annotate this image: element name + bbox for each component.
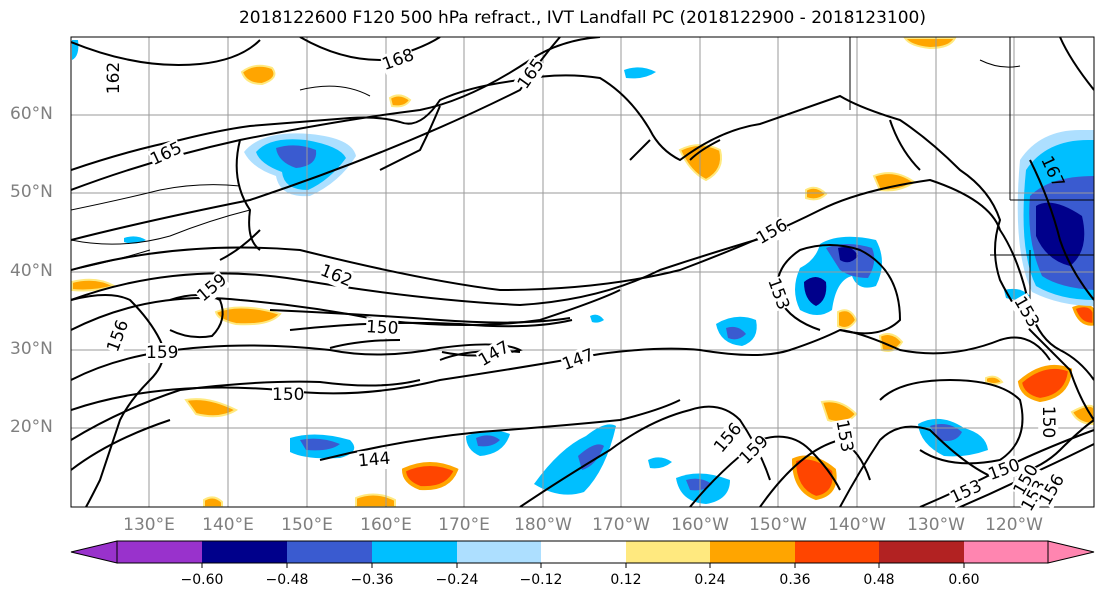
anomaly-patch (791, 455, 837, 501)
lon-label: 140°W (828, 515, 886, 535)
lat-label-40n: 40°N (10, 261, 53, 281)
lon-label: 150°W (749, 515, 807, 535)
lon-label: 140°E (202, 515, 254, 535)
lon-label: 170°W (592, 515, 650, 535)
colorbar-swatch (372, 541, 457, 563)
colorbar-max-extend (1047, 540, 1095, 564)
anomaly-patch (534, 424, 616, 495)
anomaly-patch (355, 493, 396, 507)
colorbar-swatch (710, 541, 795, 563)
colorbar (70, 540, 1095, 568)
lon-label: 180°W (514, 515, 572, 535)
colorbar-tick-label: −0.48 (265, 572, 309, 588)
anomaly-patch (805, 186, 828, 201)
colorbar-swatch (287, 541, 372, 563)
lat-label-30n: 30°N (10, 339, 53, 359)
anomaly-patch (276, 145, 317, 168)
colorbar-swatch (795, 541, 879, 563)
anomaly-patch (1036, 202, 1085, 266)
colorbar-swatch (202, 541, 287, 563)
anomaly-patch (578, 444, 604, 470)
anomaly-patch (401, 462, 459, 491)
anomaly-patch (726, 326, 746, 340)
anomaly-patch (1072, 304, 1094, 326)
lat-label-60n: 60°N (10, 104, 53, 124)
anomaly-patch (240, 64, 276, 86)
colorbar-swatch (117, 541, 202, 563)
lon-label: 150°E (281, 515, 333, 535)
anomaly-patch (590, 314, 604, 323)
lat-label-20n: 20°N (10, 417, 53, 437)
lon-label: 160°W (671, 515, 729, 535)
colorbar-tick-label: 0.48 (863, 572, 895, 588)
anomaly-patch (184, 398, 239, 418)
colorbar-tick-label: −0.12 (519, 572, 563, 588)
anomaly-patch (624, 67, 656, 79)
colorbar-tick-label: 0.24 (694, 572, 726, 588)
anomaly-patch (837, 309, 858, 329)
lon-label: 130°W (907, 515, 965, 535)
colorbar-swatch (879, 541, 964, 563)
lon-label: 160°E (360, 515, 412, 535)
map-title: 2018122600 F120 500 hPa refract., IVT La… (238, 8, 926, 28)
anomaly-patch (903, 37, 957, 50)
anomaly-patch (476, 435, 500, 447)
colorbar-tick-label: −0.36 (350, 572, 394, 588)
colorbar-swatch (457, 541, 541, 563)
colorbar-swatch (541, 541, 626, 563)
lon-label: 170°E (438, 515, 490, 535)
colorbar-swatch (626, 541, 710, 563)
lon-label: 120°W (985, 515, 1043, 535)
anomaly-patch (838, 247, 858, 263)
boundaries (71, 37, 1094, 300)
anomaly-patch (1017, 365, 1073, 403)
colorbar-min-extend (70, 540, 118, 564)
anomaly-patch (804, 277, 827, 306)
colorbar-tick-label: 0.36 (779, 572, 811, 588)
anomaly-patch (648, 457, 672, 469)
anomaly-patch (388, 94, 412, 108)
anomaly-patch (203, 496, 223, 507)
colorbar-swatch (964, 541, 1048, 563)
anomaly-patch (686, 478, 712, 491)
lon-label: 130°E (123, 515, 175, 535)
colorbar-tick-label: −0.24 (435, 572, 479, 588)
anomaly-patch (300, 438, 340, 451)
colorbar-outline (116, 540, 1049, 564)
colorbar-tick-label: 0.60 (948, 572, 980, 588)
lat-label-50n: 50°N (10, 182, 53, 202)
colorbar-tick-label: −0.60 (180, 572, 224, 588)
anomaly-patch (878, 333, 904, 352)
colorbar-tick-label: 0.12 (610, 572, 642, 588)
map-frame (70, 36, 1095, 508)
